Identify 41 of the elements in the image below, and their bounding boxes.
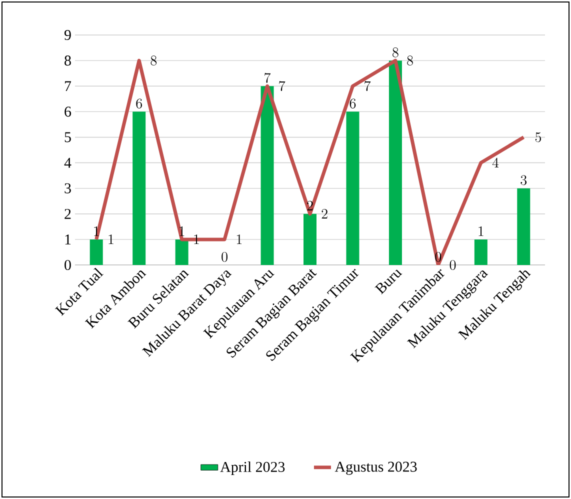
data-label: 3 [520,175,527,186]
bar [474,239,488,265]
y-tick-label: 4 [64,158,72,168]
data-label: 1 [108,234,114,244]
y-tick-label: 3 [64,183,71,194]
data-label: 7 [279,81,286,92]
y-tick-label: 6 [64,106,72,117]
y-tick-label: 9 [64,30,71,40]
data-label: 7 [264,72,271,83]
y-tick-label: 1 [65,234,71,244]
bar [304,214,317,265]
bar [90,239,103,265]
data-label: 1 [94,226,99,236]
y-tick-label: 2 [64,208,71,219]
data-label: 4 [492,158,499,168]
data-label: 8 [150,56,157,66]
bar [346,112,360,265]
y-tick-label: 7 [64,81,72,92]
data-label: 6 [136,98,142,108]
y-tick-label: 5 [64,132,71,142]
data-label: 5 [535,132,542,142]
bar [175,239,188,265]
y-tick-label: 0 [64,260,71,270]
data-label: 0 [435,252,442,262]
data-label: 2 [322,208,328,219]
data-label: 1 [478,226,484,236]
bar [132,112,146,265]
y-tick-label: 8 [64,56,71,66]
bar [260,86,274,265]
data-label: 6 [350,98,356,108]
data-label: 0 [222,252,228,262]
legend-label: Agustus 2023 [334,462,417,475]
data-label: 8 [407,56,413,66]
data-label: 8 [392,48,398,58]
data-label: 0 [450,260,456,270]
bar [388,60,402,265]
data-label: 1 [236,234,242,244]
data-label: 2 [307,200,313,210]
bar [517,188,530,265]
legend-label: April 2023 [220,461,285,476]
data-label: 7 [364,81,371,92]
